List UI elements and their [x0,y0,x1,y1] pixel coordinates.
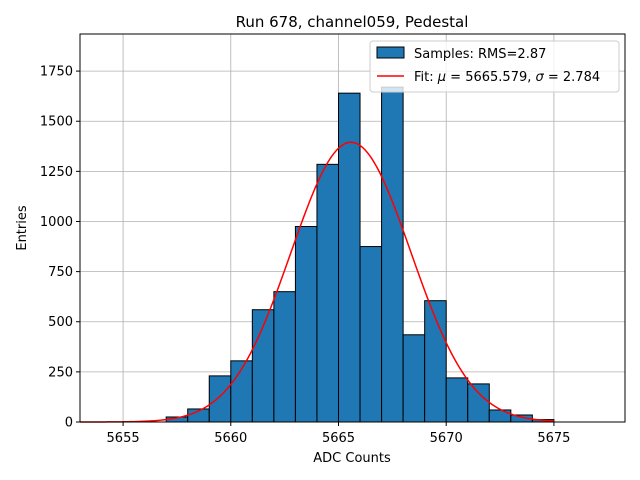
x-tick-label: 5660 [214,431,247,446]
y-axis-label: Entries [15,205,30,251]
legend-fit-sigma-value: = 2.784 [544,70,600,85]
histogram-bar [208,375,232,423]
y-tick-label: 250 [48,365,73,380]
legend-samples-swatch [376,46,405,59]
histogram-bar [381,86,404,423]
histogram-bar [359,246,383,423]
x-tick-label: 5655 [107,431,140,446]
histogram-bar [467,383,490,423]
x-axis-ticks: 5655 5660 5665 5670 5675 [107,422,570,446]
x-axis-label: ADC Counts [313,451,391,466]
legend-fit-mu-symbol: μ [437,70,446,85]
histogram-bar [488,409,512,423]
legend-fit-mu-value: = 5665.579, [446,70,535,85]
x-tick-label: 5675 [537,431,570,446]
legend-fit-sigma-symbol: σ [536,70,545,85]
y-tick-label: 1500 [40,115,73,130]
legend-samples-label: Samples: RMS=2.87 [414,47,546,62]
legend-fit-label: Fit: μ = 5665.579, σ = 2.784 [414,70,600,85]
y-tick-label: 0 [65,416,73,431]
y-axis-ticks: 0 250 500 750 1000 1250 1500 1750 [40,65,80,431]
y-tick-label: 500 [48,315,73,330]
chart-title: Run 678, channel059, Pedestal [236,13,469,31]
y-tick-label: 1000 [40,215,73,230]
plot-frame [79,33,626,423]
y-tick-label: 750 [48,265,73,280]
x-tick-label: 5665 [322,431,355,446]
legend-fit-prefix: Fit: [414,70,438,85]
histogram-bar [316,163,339,423]
histogram-bars [165,86,555,423]
y-tick-label: 1750 [40,65,73,80]
histogram-bar [273,291,296,423]
legend-box [369,40,620,93]
histogram-bar [445,377,469,423]
histogram-bar [294,225,318,423]
gaussian-fit-line [80,141,554,423]
y-tick-label: 1250 [40,165,73,180]
legend: Samples: RMS=2.87 Fit: μ = 5665.579, σ =… [369,40,620,93]
x-tick-label: 5670 [430,431,463,446]
histogram-bar [402,334,426,423]
